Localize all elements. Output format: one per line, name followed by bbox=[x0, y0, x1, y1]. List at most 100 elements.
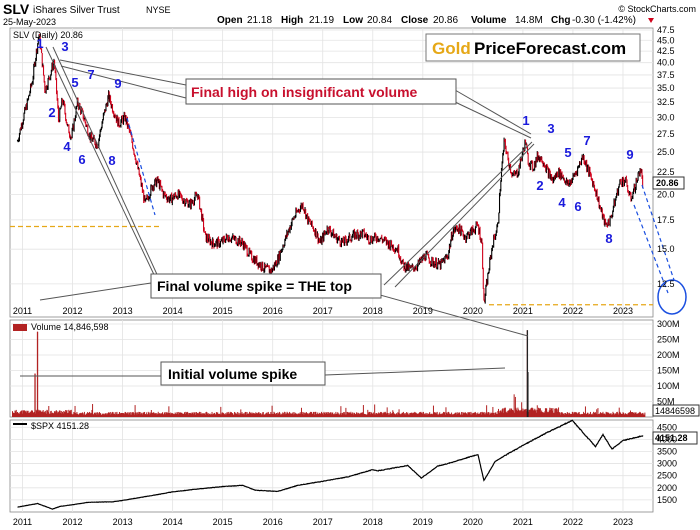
x-tick-label: 2016 bbox=[263, 517, 283, 527]
x-tick-label: 2014 bbox=[163, 306, 183, 316]
wave-label: 8 bbox=[605, 231, 612, 246]
wave-label: 6 bbox=[78, 152, 85, 167]
spx-y-tick-label: 2500 bbox=[657, 471, 677, 481]
x-tick-label: 2011 bbox=[13, 517, 32, 527]
logo-box bbox=[425, 33, 641, 62]
x-tick-label: 2018 bbox=[363, 306, 383, 316]
open-value: 21.18 bbox=[247, 15, 272, 26]
chg-value: -0.30 (-1.42%) bbox=[572, 15, 636, 26]
spx-y-tick-label: 1500 bbox=[657, 495, 677, 505]
y-tick-label: 17.5 bbox=[657, 215, 675, 225]
symbol: SLV bbox=[3, 1, 30, 17]
volume-y-tick-label: 150M bbox=[657, 366, 680, 376]
y-tick-label: 22.5 bbox=[657, 167, 675, 177]
spx-legend-swatch bbox=[13, 423, 27, 425]
high-label: High bbox=[281, 15, 303, 26]
x-tick-label: 2015 bbox=[213, 517, 233, 527]
wave-label: 4 bbox=[63, 139, 71, 154]
wave-label: 4 bbox=[558, 195, 566, 210]
wave-label: 8 bbox=[108, 153, 115, 168]
final-high-note: Final high on insignificant volume bbox=[191, 84, 418, 100]
x-tick-label: 2019 bbox=[413, 517, 433, 527]
x-tick-label: 2013 bbox=[113, 517, 133, 527]
volume-y-tick-label: 250M bbox=[657, 335, 680, 345]
y-tick-label: 45.0 bbox=[657, 35, 675, 45]
low-value: 20.84 bbox=[367, 15, 392, 26]
y-tick-label: 12.5 bbox=[657, 279, 675, 289]
y-tick-label: 37.5 bbox=[657, 70, 675, 80]
spx-last-tag bbox=[652, 431, 698, 445]
x-tick-label: 2015 bbox=[213, 306, 233, 316]
x-tick-label: 2023 bbox=[613, 517, 633, 527]
spx-y-tick-label: 4500 bbox=[657, 422, 677, 432]
spx-panel-title: $SPX 4151.28 bbox=[31, 421, 89, 431]
x-tick-label: 2011 bbox=[13, 306, 32, 316]
x-tick-label: 2013 bbox=[113, 306, 133, 316]
spx-panel-frame bbox=[9, 419, 654, 513]
wave-label: 9 bbox=[114, 76, 121, 91]
final-spike-box bbox=[150, 273, 382, 299]
volume-series bbox=[12, 330, 646, 417]
projection-line-b bbox=[633, 204, 669, 294]
security-name: iShares Silver Trust bbox=[33, 5, 120, 16]
projection-line-2012 bbox=[126, 117, 156, 216]
close-label: Close bbox=[401, 15, 429, 26]
credit: © StockCharts.com bbox=[618, 4, 696, 14]
open-label: Open bbox=[217, 15, 243, 26]
wave-label: 2 bbox=[536, 178, 543, 193]
y-tick-label: 47.5 bbox=[657, 25, 675, 35]
y-tick-label: 40.0 bbox=[657, 58, 675, 68]
wave-label: 3 bbox=[547, 121, 554, 136]
projection-line-a bbox=[641, 184, 675, 281]
pointer-lines bbox=[20, 46, 535, 377]
spx-y-tick-label: 3500 bbox=[657, 446, 677, 456]
y-tick-label: 30.0 bbox=[657, 112, 675, 122]
volume-y-tick-label: 50M bbox=[657, 397, 675, 407]
quote-date: 25-May-2023 bbox=[3, 17, 56, 27]
x-tick-label: 2017 bbox=[313, 306, 333, 316]
spx-y-tick-label: 4000 bbox=[657, 434, 677, 444]
y-tick-label: 15.0 bbox=[657, 244, 675, 254]
high-value: 21.19 bbox=[309, 15, 334, 26]
x-tick-label: 2020 bbox=[463, 306, 483, 316]
wave-label: 2 bbox=[48, 105, 55, 120]
triangle-down-icon bbox=[648, 18, 654, 23]
wave-label: 5 bbox=[71, 75, 78, 90]
y-tick-label: 27.5 bbox=[657, 129, 675, 139]
wave-label: 7 bbox=[87, 67, 94, 82]
x-tick-label: 2020 bbox=[463, 517, 483, 527]
initial-spike-note: Initial volume spike bbox=[168, 366, 297, 382]
wave-label: 6 bbox=[574, 199, 581, 214]
close-value: 20.86 bbox=[433, 15, 458, 26]
x-tick-label: 2022 bbox=[563, 306, 583, 316]
volume-label: Volume bbox=[471, 15, 507, 26]
wave-label: 7 bbox=[583, 133, 590, 148]
logo-gold: Gold bbox=[432, 39, 471, 58]
logo-priceforecast: PriceForecast.com bbox=[474, 39, 626, 58]
volume-value: 14.8M bbox=[515, 15, 543, 26]
target-circle bbox=[657, 279, 687, 315]
spx-line bbox=[17, 419, 644, 510]
spx-y-tick-label: 3000 bbox=[657, 459, 677, 469]
volume-legend-swatch bbox=[13, 324, 27, 331]
wave-label: 3 bbox=[61, 39, 68, 54]
volume-y-tick-label: 200M bbox=[657, 350, 680, 360]
final-high-box bbox=[185, 78, 457, 105]
price-last-tag bbox=[652, 176, 685, 190]
price-panel-title: SLV (Daily) 20.86 bbox=[13, 30, 83, 40]
initial-spike-box bbox=[160, 361, 326, 386]
volume-last-value: 14846598 bbox=[655, 406, 695, 416]
volume-last-tag bbox=[652, 404, 700, 417]
y-tick-label: 25.0 bbox=[657, 147, 675, 157]
price-last-value: 20.86 bbox=[656, 178, 679, 188]
spx-last-value: 4151.28 bbox=[655, 433, 688, 443]
y-tick-label: 20.0 bbox=[657, 189, 675, 199]
volume-panel-title: Volume 14,846,598 bbox=[31, 322, 109, 332]
volume-y-tick-label: 300M bbox=[657, 319, 680, 329]
wave-label: 1 bbox=[522, 113, 529, 128]
gridlines bbox=[10, 28, 653, 512]
x-tick-label: 2022 bbox=[563, 517, 583, 527]
wave-label: 5 bbox=[564, 145, 571, 160]
low-label: Low bbox=[343, 15, 363, 26]
